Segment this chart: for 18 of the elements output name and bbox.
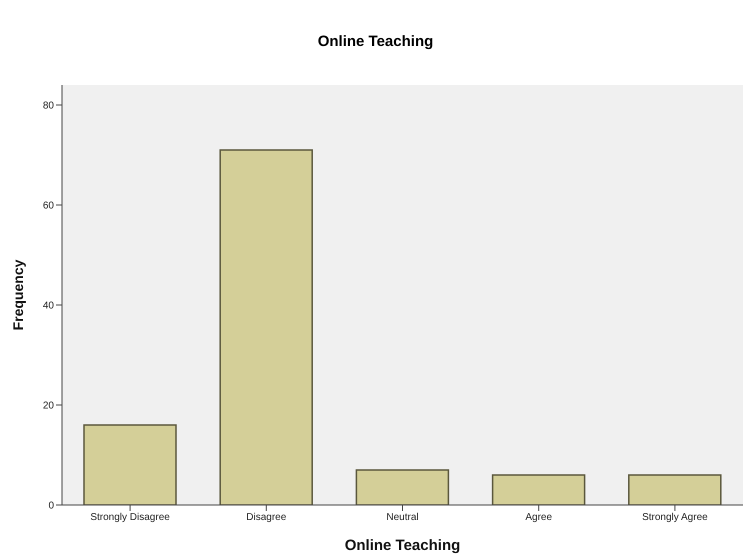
y-tick-label: 60	[42, 200, 54, 212]
x-axis-title: Online Teaching	[344, 537, 460, 554]
x-tick-label: Strongly Disagree	[90, 512, 170, 524]
y-tick-label: 80	[42, 100, 54, 112]
x-tick-label: Agree	[525, 512, 552, 524]
x-tick-label: Neutral	[386, 512, 419, 524]
x-tick-label: Strongly Agree	[642, 512, 708, 524]
y-tick-label: 40	[42, 300, 54, 312]
bar	[219, 149, 313, 505]
bar	[628, 474, 722, 505]
bar	[83, 424, 177, 505]
y-tick-label: 20	[42, 400, 54, 412]
y-axis-title: Frequency	[10, 259, 26, 330]
bar	[492, 474, 586, 505]
chart-title: Online Teaching	[316, 32, 434, 52]
x-tick-label: Disagree	[246, 512, 287, 524]
y-tick-label: 0	[48, 500, 54, 512]
bar	[356, 469, 450, 505]
